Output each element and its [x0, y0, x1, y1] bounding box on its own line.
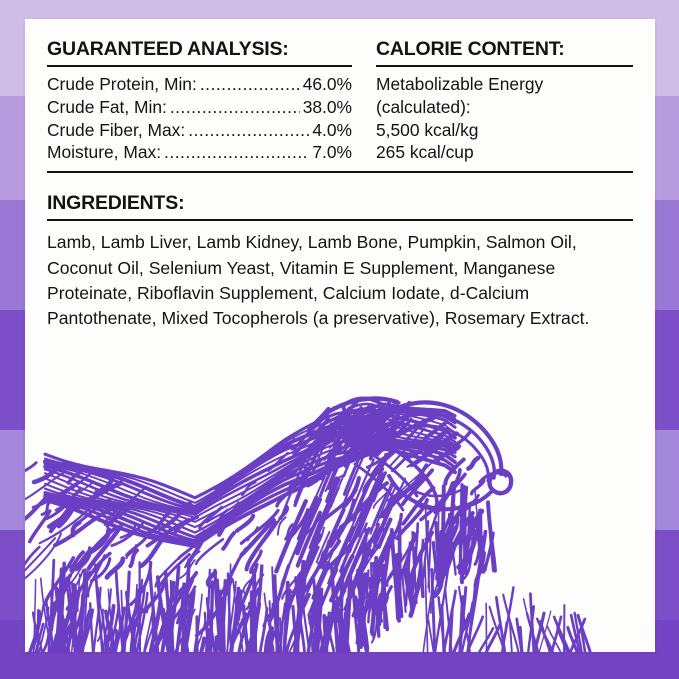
analysis-label: Crude Fat, Min: [47, 97, 167, 118]
calorie-content-rule [376, 65, 633, 68]
analysis-label: Crude Fiber, Max: [47, 119, 186, 140]
guaranteed-analysis-section: GUARANTEED ANALYSIS: Crude Protein, Min:… [47, 38, 352, 164]
ingredients-section: INGREDIENTS: Lamb, Lamb Liver, Lamb Kidn… [47, 191, 633, 331]
calorie-line: Metabolizable Energy [376, 74, 544, 95]
analysis-label: Crude Protein, Min: [47, 74, 197, 95]
ingredients-title: INGREDIENTS: [47, 191, 185, 214]
analysis-leader-dots: ........................................… [164, 142, 309, 163]
calorie-content-section: CALORIE CONTENT: Metabolizable Energy (ca… [352, 38, 633, 164]
top-panel-bottom-rule [47, 170, 633, 173]
analysis-leader-dots: ........................................… [169, 97, 300, 118]
guaranteed-analysis-title: GUARANTEED ANALYSIS: [47, 38, 289, 60]
analysis-label: Moisture, Max: [47, 142, 162, 163]
calorie-content-title: CALORIE CONTENT: [376, 38, 565, 60]
analysis-row: Moisture, Max:..........................… [47, 141, 352, 164]
calorie-content-lines: Metabolizable Energy (calculated): 5,500 k… [376, 73, 633, 164]
analysis-value: 4.0% [312, 119, 352, 140]
ingredients-rule [47, 219, 633, 222]
calorie-line: (calculated): [376, 97, 471, 118]
ingredients-text: Lamb, Lamb Liver, Lamb Kidney, Lamb Bone… [47, 232, 590, 328]
analysis-value: 46.0% [302, 74, 352, 95]
analysis-value: 38.0% [302, 97, 352, 118]
top-panel: GUARANTEED ANALYSIS: Crude Protein, Min:… [47, 38, 633, 164]
analysis-leader-dots: ........................................… [199, 74, 300, 95]
guaranteed-analysis-rule [47, 65, 352, 68]
nutrition-card: GUARANTEED ANALYSIS: Crude Protein, Min:… [25, 19, 655, 652]
calorie-line: 5,500 kcal/kg [376, 119, 479, 140]
calorie-line: 265 kcal/cup [376, 142, 474, 163]
analysis-row: Crude Protein, Min:.....................… [47, 73, 352, 96]
card-content: GUARANTEED ANALYSIS: Crude Protein, Min:… [25, 19, 655, 652]
analysis-leader-dots: ........................................… [188, 119, 309, 140]
analysis-row: Crude Fiber, Max:.......................… [47, 119, 352, 142]
analysis-row: Crude Fat, Min:.........................… [47, 96, 352, 119]
guaranteed-analysis-rows: Crude Protein, Min:.....................… [47, 73, 352, 164]
analysis-value: 7.0% [312, 142, 352, 163]
